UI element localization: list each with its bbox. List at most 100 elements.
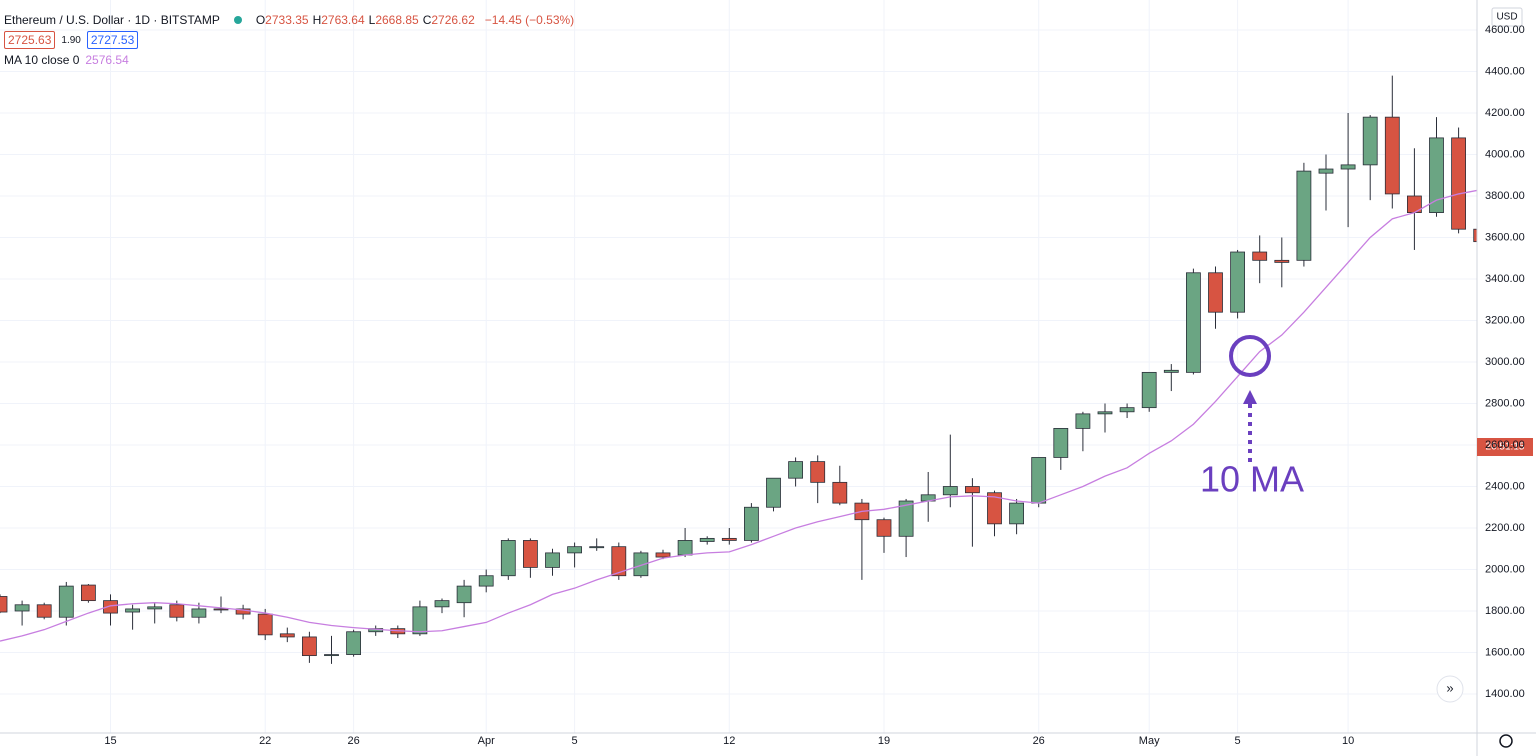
candle-down — [611, 546, 627, 577]
candle-up — [1119, 407, 1135, 413]
y-tick-label: 3600.00 — [1485, 231, 1525, 243]
candle-down — [213, 608, 229, 611]
candle-up — [567, 546, 582, 554]
candle-up — [898, 500, 914, 537]
x-tick-label: 10 — [1342, 735, 1354, 747]
y-tick-label: 4000.00 — [1485, 148, 1525, 160]
candle-down — [301, 636, 317, 657]
x-tick-label: 26 — [1033, 735, 1045, 747]
countdown-tag — [1477, 438, 1533, 456]
candle-up — [545, 552, 560, 568]
candle-up — [1009, 502, 1024, 525]
candle-up — [346, 631, 362, 655]
ma-line — [0, 189, 1477, 642]
candle-down — [1208, 272, 1223, 313]
candle-down — [965, 486, 980, 494]
candle-up — [788, 461, 803, 479]
candle-down — [523, 540, 538, 568]
y-tick-label: 3000.00 — [1485, 356, 1525, 368]
candle-down — [1384, 116, 1400, 195]
y-tick-label: 1800.00 — [1485, 605, 1525, 617]
candle-up — [191, 608, 207, 618]
candle-up — [478, 575, 494, 587]
ohlc-key: L — [368, 13, 376, 27]
ohlc-key: H — [312, 13, 322, 27]
candle-up — [1362, 116, 1378, 166]
status-dot — [233, 16, 242, 24]
x-tick-label: May — [1139, 735, 1160, 747]
change: −14.45 (−0.53%) — [484, 13, 575, 27]
y-tick-label: 1400.00 — [1485, 688, 1525, 700]
candle-down — [1274, 259, 1290, 263]
candle-up — [1075, 413, 1091, 429]
ask: 2727.53 — [86, 31, 139, 49]
countdown: 20:51:15 — [1486, 442, 1525, 453]
spread: 1.90 — [61, 34, 81, 46]
scroll-button[interactable] — [1436, 675, 1464, 703]
candle-down — [81, 584, 96, 602]
candle-up — [500, 540, 516, 577]
x-tick-label: 5 — [1235, 735, 1241, 747]
candle-up — [1318, 168, 1334, 174]
candle-down — [257, 613, 273, 636]
ohlc-value: 2763.64 — [321, 13, 365, 27]
candle-up — [324, 654, 339, 657]
candle-up — [1296, 170, 1312, 261]
ma-row: MA 10 close 0 2576.54 — [4, 50, 574, 70]
y-tick-label: 1600.00 — [1485, 646, 1525, 658]
candle-down — [721, 537, 737, 541]
y-tick-label: 2600.00 — [1485, 439, 1525, 451]
ohlc-key: O — [255, 13, 266, 27]
candle-up — [633, 552, 649, 577]
x-tick-label: 5 — [572, 735, 578, 747]
candle-down — [876, 519, 892, 537]
y-tick-label: 2000.00 — [1485, 563, 1525, 575]
candle-up — [1186, 272, 1201, 373]
x-tick-label: 22 — [259, 735, 271, 747]
x-tick-label: 12 — [723, 735, 735, 747]
currency-box[interactable] — [1491, 7, 1523, 27]
candle-down — [36, 604, 52, 618]
candle-up — [766, 477, 781, 508]
y-tick-label: 2800.00 — [1485, 397, 1525, 409]
candle-up — [1429, 137, 1444, 213]
candle-up — [1141, 371, 1157, 409]
candle-down — [1252, 251, 1268, 261]
ohlc-key: C — [422, 13, 432, 27]
candle-up — [1031, 457, 1047, 504]
candle-down — [987, 492, 1002, 525]
y-tick-label: 4200.00 — [1485, 107, 1525, 119]
legend: Ethereum / U.S. Dollar · 1D · BITSTAMP O… — [4, 10, 574, 70]
x-tick-label: 15 — [104, 735, 116, 747]
candle-down — [279, 633, 295, 638]
candle-down — [655, 552, 671, 558]
candle-up — [677, 540, 693, 556]
arrow-head — [1243, 390, 1257, 404]
ohlc-value: 2726.62 — [431, 13, 475, 27]
candle-up — [125, 608, 140, 613]
currency: USD — [1496, 12, 1517, 23]
x-tick-label: 26 — [347, 735, 359, 747]
candle-up — [1097, 411, 1113, 415]
bid: 2725.63 — [4, 31, 56, 49]
candle-down — [1451, 137, 1466, 230]
y-tick-label: 3200.00 — [1485, 314, 1525, 326]
candle-up — [1163, 369, 1179, 373]
settings-icon[interactable] — [1499, 734, 1513, 748]
y-tick-label: 4600.00 — [1485, 24, 1525, 36]
candle-up — [1340, 164, 1356, 170]
ma-name: MA 10 close 0 — [4, 53, 80, 67]
symbol-title: Ethereum / U.S. Dollar · 1D · BITSTAMP — [4, 13, 220, 27]
ohlc-value: 2733.35 — [265, 13, 309, 27]
y-tick-label: 2200.00 — [1485, 522, 1525, 534]
annotation-circle — [1229, 335, 1271, 377]
y-tick-label: 3400.00 — [1485, 273, 1525, 285]
candle-down — [810, 461, 826, 483]
candle-down — [832, 481, 848, 504]
candle-up — [942, 486, 958, 496]
candle-up — [1053, 427, 1069, 458]
ohlc: O2733.35 H2763.64 L2668.85 C2726.62 — [256, 13, 479, 27]
y-tick-label: 3800.00 — [1485, 190, 1525, 202]
candle-down — [103, 600, 118, 614]
